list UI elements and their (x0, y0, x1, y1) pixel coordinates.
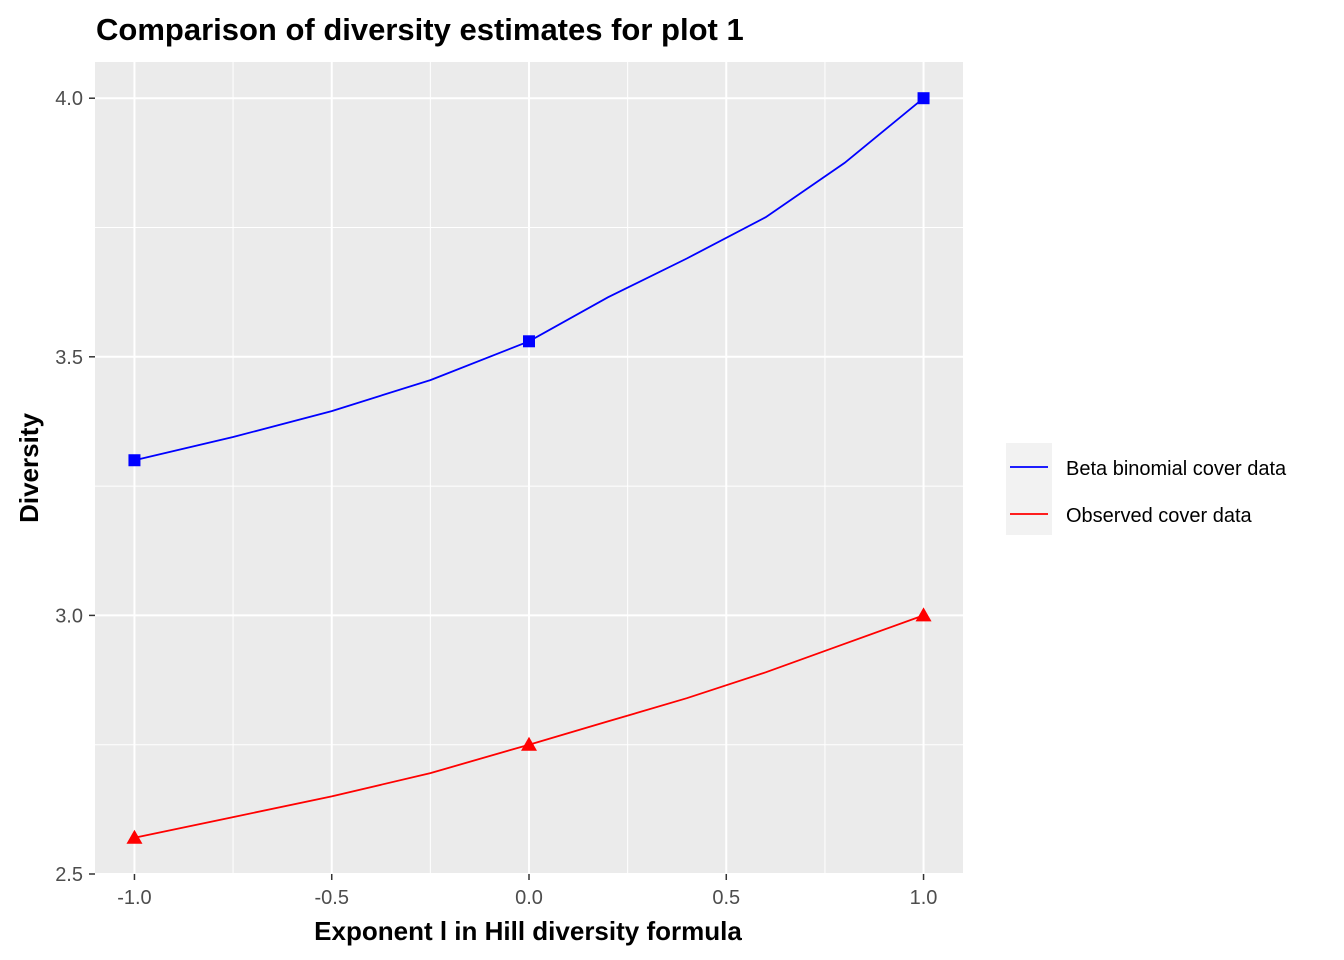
chart-title: Comparison of diversity estimates for pl… (96, 12, 744, 47)
data-point (917, 92, 930, 105)
y-tick-label: 3.5 (55, 347, 83, 369)
legend-label: Observed cover data (1066, 505, 1253, 527)
data-point (126, 829, 143, 844)
x-tick-label: -1.0 (117, 887, 151, 909)
y-tick-label: 3.0 (55, 605, 83, 627)
series-line (134, 614, 924, 839)
series-line (134, 97, 925, 462)
axes: -1.0 -0.5 0.0 0.5 1.0 2.5 3.0 3.5 4.0 (55, 88, 937, 909)
y-tick-label: 2.5 (55, 864, 83, 886)
data-point (915, 607, 932, 622)
x-tick-label: -0.5 (314, 887, 348, 909)
x-tick-label: 1.0 (910, 887, 938, 909)
legend-label: Beta binomial cover data (1066, 458, 1287, 480)
data-point (128, 454, 141, 467)
data-point (523, 335, 535, 348)
x-axis-title: Exponent l in Hill diversity formula (314, 916, 742, 946)
x-tick-label: 0.5 (712, 887, 740, 909)
legend-key-background (1006, 443, 1052, 535)
x-tick-label: 0.0 (515, 887, 543, 909)
series-layer (126, 92, 932, 844)
y-axis-title: Diversity (14, 413, 44, 523)
data-point (521, 736, 537, 751)
legend: Beta binomial cover data Observed cover d… (1006, 443, 1287, 535)
y-tick-label: 4.0 (55, 88, 83, 110)
